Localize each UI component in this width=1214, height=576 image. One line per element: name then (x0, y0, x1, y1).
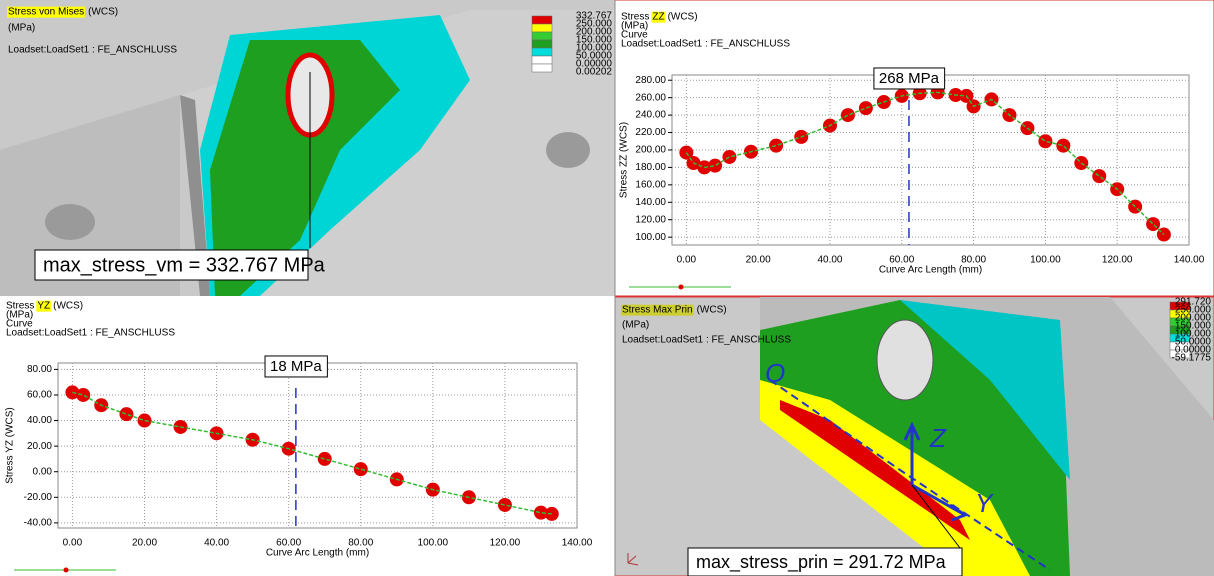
sketch-label: Z (929, 423, 947, 453)
view-title-suffix: (WCS) (697, 305, 727, 316)
legend-swatch (532, 40, 552, 48)
data-point (498, 498, 512, 512)
view-title: Stress von Mises (8, 7, 84, 18)
chart-title-part: (WCS) (53, 301, 83, 312)
y-tick-label: 60.00 (27, 390, 52, 401)
x-tick-label: 0.00 (677, 255, 697, 266)
annotation: max_stress_vm = 332.767 MPa (43, 254, 326, 276)
chart-title-part: (WCS) (668, 12, 698, 23)
legend-swatch (532, 48, 552, 56)
x-tick-label: 40.00 (817, 255, 842, 266)
legend-label: -59.1775 (1172, 353, 1212, 364)
legend-swatch (532, 56, 552, 64)
y-tick-label: 160.00 (635, 179, 666, 190)
data-point (318, 452, 332, 466)
y-tick-label: 220.00 (635, 127, 666, 138)
screen: Stress von Mises (WCS) (MPa) Loadset:LoadSe… (0, 0, 1214, 576)
data-point (1038, 134, 1052, 148)
x-tick-label: 100.00 (1030, 255, 1061, 266)
x-axis-label: Curve Arc Length (mm) (266, 548, 369, 559)
view-title: Stress Max Prin (622, 305, 693, 316)
y-tick-label: 120.00 (635, 214, 666, 225)
y-axis-label: Stress ZZ (WCS) (619, 122, 630, 198)
chart-title-part: ZZ (652, 12, 664, 23)
legend-dot (64, 568, 69, 573)
legend-swatch (532, 16, 552, 24)
hole (877, 320, 933, 400)
y-tick-label: 80.00 (27, 364, 52, 375)
x-tick-label: 120.00 (1102, 255, 1133, 266)
annotation: max_stress_prin = 291.72 MPa (696, 552, 947, 573)
loadset: Loadset:LoadSet1 : FE_ANSCHLUSS (8, 45, 177, 56)
y-tick-label: 100.00 (635, 232, 666, 243)
x-tick-label: 0.00 (63, 538, 83, 549)
chart-subtitle: Loadset:LoadSet1 : FE_ANSCHLUSS (621, 39, 790, 50)
x-tick-label: 20.00 (746, 255, 771, 266)
y-tick-label: 180.00 (635, 162, 666, 173)
data-point (859, 101, 873, 115)
y-tick-label: 200.00 (635, 145, 666, 156)
data-point (722, 150, 736, 164)
unit: (MPa) (622, 320, 649, 331)
y-tick-label: 40.00 (27, 415, 52, 426)
chart-subtitle: Loadset:LoadSet1 : FE_ANSCHLUSS (6, 328, 175, 339)
hole-right (546, 132, 590, 168)
legend-swatch (532, 24, 552, 32)
y-axis-label: Stress YZ (WCS) (5, 407, 16, 483)
data-point (354, 462, 368, 476)
sketch-label: Y (975, 488, 994, 518)
x-tick-label: 140.00 (1174, 255, 1205, 266)
y-tick-label: 20.00 (27, 441, 52, 452)
y-tick-label: 240.00 (635, 110, 666, 121)
page: Stress von Mises (WCS) (MPa) Loadset:LoadSe… (0, 0, 1214, 576)
y-tick-label: 260.00 (635, 92, 666, 103)
y-tick-label: 280.00 (635, 75, 666, 86)
data-point (708, 159, 722, 173)
chart-title-part: YZ (37, 301, 50, 312)
loadset: Loadset:LoadSet1 : FE_ANSCHLUSS (622, 335, 791, 346)
x-tick-label: 20.00 (132, 538, 157, 549)
y-tick-label: -40.00 (24, 518, 53, 529)
legend-label: 0.00202 (576, 67, 613, 78)
y-tick-label: 0.00 (33, 466, 53, 477)
x-tick-label: 40.00 (204, 538, 229, 549)
x-tick-label: 140.00 (562, 538, 593, 549)
y-tick-label: -20.00 (24, 492, 53, 503)
data-point (1092, 169, 1106, 183)
annotation: 18 MPa (270, 358, 322, 375)
x-tick-label: 100.00 (418, 538, 449, 549)
data-point (769, 139, 783, 153)
unit: (MPa) (8, 23, 35, 34)
legend-swatch (532, 64, 552, 72)
data-point (138, 414, 152, 428)
x-axis-label: Curve Arc Length (mm) (879, 265, 982, 276)
view-title-suffix: (WCS) (88, 7, 118, 18)
legend-dot (679, 285, 684, 290)
data-point (841, 108, 855, 122)
panel-yz (0, 297, 614, 576)
annotation: 268 MPa (879, 70, 940, 87)
sketch-label: O (765, 358, 785, 388)
data-point (119, 407, 133, 421)
data-point (76, 388, 90, 402)
x-tick-label: 120.00 (490, 538, 521, 549)
y-tick-label: 140.00 (635, 197, 666, 208)
legend-swatch (532, 32, 552, 40)
hole-left (45, 204, 95, 240)
